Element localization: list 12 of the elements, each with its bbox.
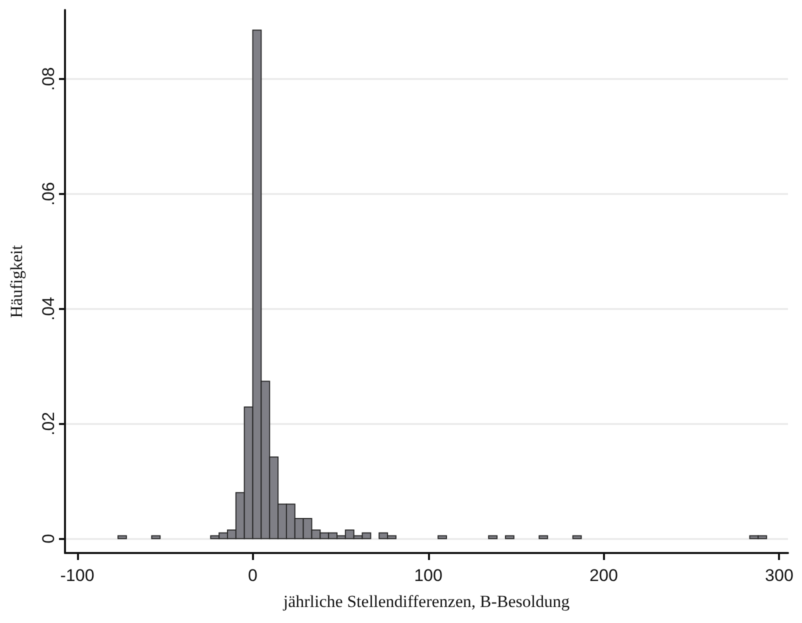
y-tick-label: .04 [39,296,58,321]
y-axis-title: Häufigkeit [7,244,26,318]
x-tick-label: 0 [248,566,258,585]
x-tick-label: -100 [60,566,94,585]
y-tick-label: 0 [39,534,58,544]
x-tick-label: 100 [414,566,442,585]
y-tick-label: .06 [39,182,58,206]
x-axis-title: jährliche Stellendifferenzen, B-Besoldung [282,592,570,611]
x-tick-label: 200 [590,566,618,585]
y-tick-label: .02 [39,412,58,436]
x-tick-label: 300 [765,566,794,585]
y-tick-label: .08 [39,67,58,91]
